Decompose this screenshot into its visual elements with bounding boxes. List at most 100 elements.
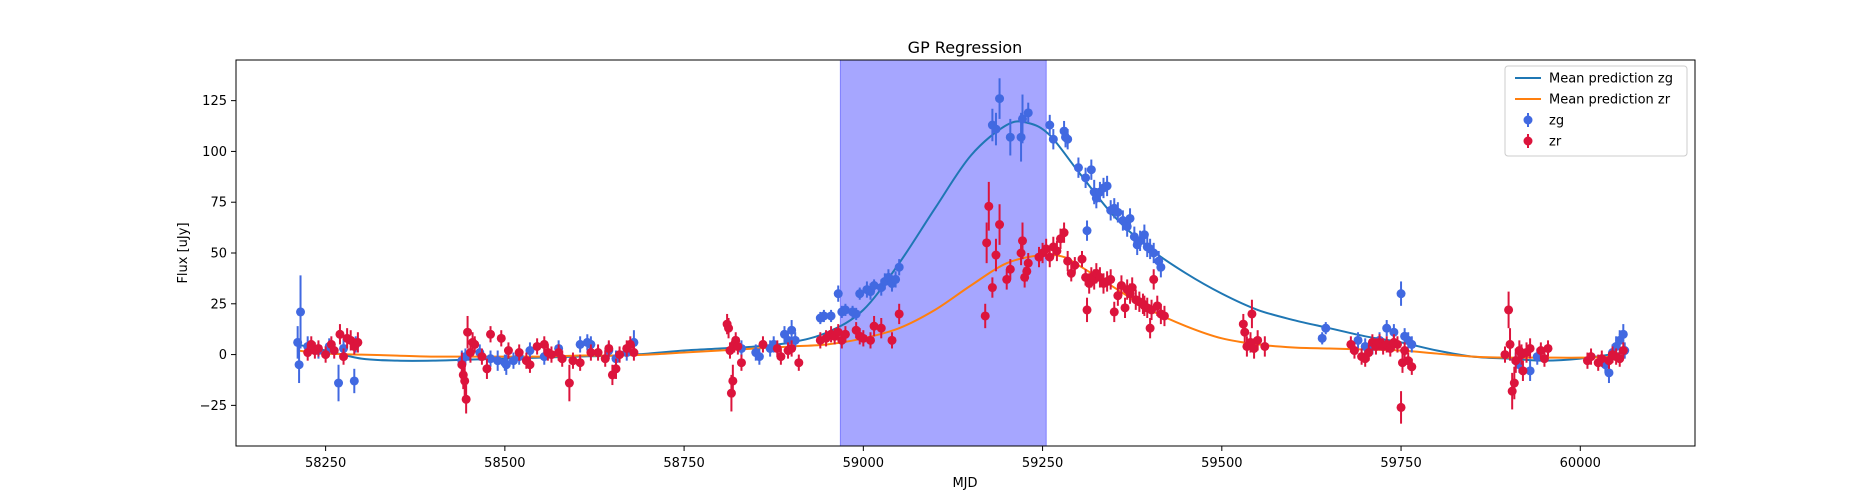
point-zr	[546, 350, 556, 360]
x-tick-label: 58500	[484, 456, 525, 471]
point-zg	[1353, 335, 1363, 345]
point-zr	[496, 333, 506, 343]
point-zg	[1082, 226, 1092, 236]
point-zg	[334, 378, 344, 388]
point-zr	[772, 343, 782, 353]
point-zr	[604, 343, 614, 353]
point-zr	[557, 354, 567, 364]
point-zr	[1152, 301, 1162, 311]
point-zr	[329, 346, 339, 356]
point-zr	[1113, 291, 1123, 301]
point-zr	[1396, 402, 1406, 412]
point-zr	[1511, 356, 1521, 366]
point-zr	[1597, 354, 1607, 364]
point-zg	[1086, 165, 1096, 175]
point-zg	[493, 356, 503, 366]
point-zr	[1045, 252, 1055, 262]
point-zr	[1238, 319, 1248, 329]
point-zg	[855, 289, 865, 299]
point-zr	[887, 335, 897, 345]
point-zr	[564, 378, 574, 388]
point-zr	[726, 388, 736, 398]
point-zg	[869, 281, 879, 291]
point-zg	[995, 94, 1005, 104]
point-zr	[575, 358, 585, 368]
point-zr	[463, 327, 473, 337]
x-tick-label: 59750	[1380, 456, 1421, 471]
point-zr	[611, 364, 621, 374]
point-zr	[733, 341, 743, 351]
x-tick-label: 58750	[663, 456, 704, 471]
point-zg	[1017, 114, 1027, 124]
point-zr	[1127, 283, 1137, 293]
point-zr	[503, 346, 513, 356]
point-zr	[728, 376, 738, 386]
legend-marker-swatch	[1523, 115, 1533, 125]
point-zg	[501, 360, 511, 370]
point-zr	[1536, 346, 1546, 356]
point-zg	[1407, 339, 1417, 349]
y-tick-label: 0	[219, 348, 227, 363]
point-zr	[866, 335, 876, 345]
point-zr	[758, 339, 768, 349]
point-zr	[1070, 260, 1080, 270]
point-zg	[296, 307, 306, 317]
point-zg	[826, 311, 836, 321]
point-zr	[1082, 305, 1092, 315]
point-zg	[1618, 329, 1628, 339]
point-zr	[1063, 256, 1073, 266]
legend-box	[1504, 65, 1688, 157]
point-zg	[1382, 323, 1392, 333]
point-zr	[1509, 378, 1519, 388]
y-tick-label: 75	[210, 196, 227, 211]
point-zr	[629, 348, 639, 358]
point-zr	[1615, 354, 1625, 364]
point-zg	[1604, 368, 1614, 378]
point-zr	[461, 394, 471, 404]
point-zr	[1109, 307, 1119, 317]
point-zr	[486, 329, 496, 339]
point-zg	[1125, 213, 1135, 223]
point-zr	[980, 311, 990, 321]
point-zr	[794, 358, 804, 368]
point-zr	[353, 337, 363, 347]
point-zg	[787, 325, 797, 335]
point-zg	[1321, 323, 1331, 333]
point-zg	[1156, 262, 1166, 272]
point-zr	[1016, 248, 1026, 258]
point-zr	[776, 352, 786, 362]
point-zr	[1145, 323, 1155, 333]
point-zg	[1102, 181, 1112, 191]
point-zr	[339, 352, 349, 362]
point-zr	[894, 309, 904, 319]
point-zr	[1249, 343, 1259, 353]
point-zr	[568, 356, 578, 366]
point-zr	[1505, 339, 1515, 349]
x-axis-label: MJD	[952, 476, 977, 491]
point-zg	[1063, 134, 1073, 144]
shaded-region-layer	[839, 59, 1047, 447]
point-zr	[1005, 264, 1015, 274]
point-zr	[470, 339, 480, 349]
point-zr	[1504, 305, 1514, 315]
point-zr	[1400, 346, 1410, 356]
point-zr	[991, 250, 1001, 260]
point-zg	[294, 360, 304, 370]
point-zr	[1518, 366, 1528, 376]
legend-entry: Mean prediction zg	[1515, 72, 1673, 87]
y-axis-label: Flux [uJy]	[176, 222, 191, 283]
point-zr	[1253, 335, 1263, 345]
point-zg	[790, 335, 800, 345]
point-zr	[1247, 309, 1257, 319]
point-zr	[833, 327, 843, 337]
x-tick-label: 58250	[305, 456, 346, 471]
point-zr	[600, 354, 610, 364]
point-zg	[840, 305, 850, 315]
point-zr	[335, 329, 345, 339]
point-zr	[1002, 274, 1012, 284]
point-zr	[313, 343, 323, 353]
y-tick-label: 50	[210, 247, 227, 262]
point-zr	[869, 321, 879, 331]
point-zr	[1392, 339, 1402, 349]
